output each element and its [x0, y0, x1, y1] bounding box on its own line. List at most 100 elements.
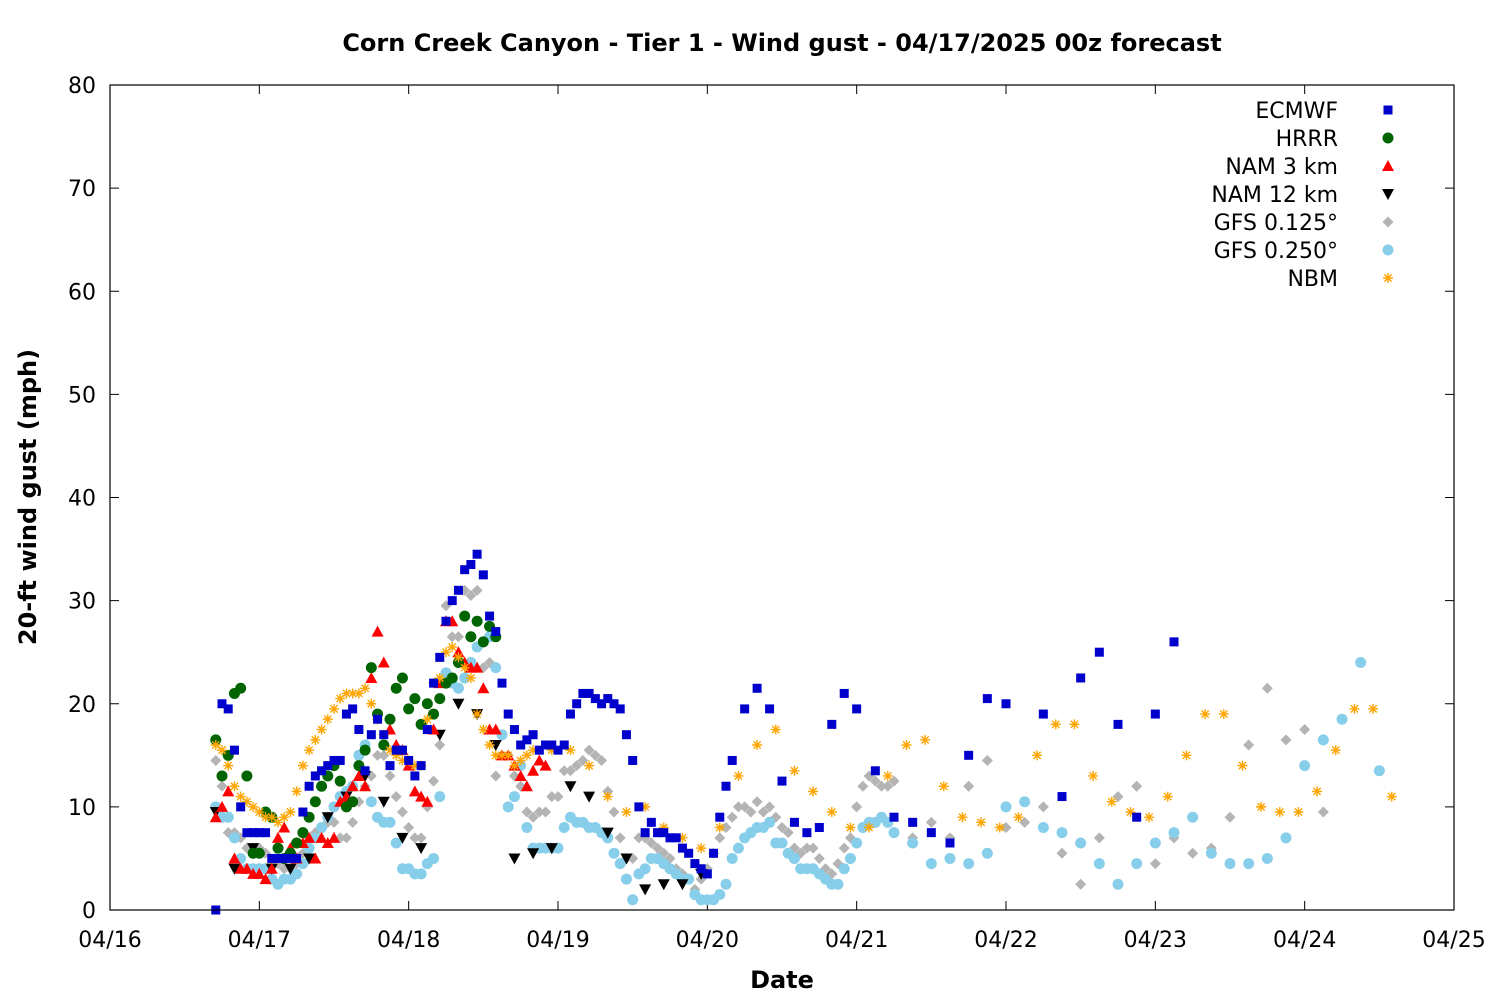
- data-point: [397, 745, 407, 755]
- data-point: [813, 852, 825, 864]
- y-tick-label: 60: [68, 280, 96, 305]
- data-point: [521, 750, 532, 761]
- data-point: [1088, 770, 1099, 781]
- data-point: [857, 780, 869, 792]
- data-point: [1224, 811, 1236, 823]
- data-point: [316, 822, 328, 833]
- data-point: [452, 698, 465, 710]
- data-point: [248, 828, 258, 838]
- legend-label: GFS 0.250°: [1214, 239, 1338, 264]
- data-point: [802, 828, 812, 838]
- data-point: [415, 832, 427, 844]
- data-point: [1168, 827, 1180, 839]
- data-point: [434, 791, 446, 803]
- data-point: [776, 837, 788, 849]
- y-tick-label: 70: [68, 177, 96, 202]
- data-point: [621, 807, 632, 818]
- data-point: [385, 761, 395, 771]
- data-point: [415, 790, 428, 802]
- legend-marker: [1383, 273, 1393, 283]
- data-point: [1057, 792, 1067, 802]
- data-point: [428, 775, 440, 787]
- data-point: [217, 699, 227, 709]
- data-point: [727, 755, 737, 765]
- data-point: [428, 852, 440, 864]
- data-point: [371, 625, 384, 637]
- data-point: [603, 694, 613, 704]
- data-point: [228, 863, 241, 875]
- data-point: [907, 837, 919, 849]
- data-point: [1132, 812, 1142, 822]
- data-point: [334, 775, 346, 787]
- data-point: [502, 801, 514, 813]
- data-point: [1330, 745, 1341, 756]
- data-point: [677, 843, 687, 853]
- legend-label: NAM 12 km: [1211, 183, 1338, 208]
- data-point: [565, 709, 575, 719]
- data-point: [597, 699, 607, 709]
- data-point: [640, 801, 651, 812]
- data-point: [577, 754, 589, 766]
- data-point: [509, 760, 520, 771]
- data-point: [789, 765, 800, 776]
- data-point: [235, 682, 247, 694]
- data-point: [1261, 682, 1273, 694]
- data-point: [1299, 760, 1311, 772]
- data-point: [360, 683, 371, 694]
- data-point: [309, 796, 321, 808]
- data-point: [490, 750, 501, 761]
- data-point: [1386, 791, 1397, 802]
- data-point: [1050, 719, 1061, 730]
- data-point: [365, 671, 378, 683]
- data-point: [521, 822, 533, 833]
- data-point: [459, 662, 470, 673]
- data-point: [864, 822, 875, 833]
- x-tick-label: 04/25: [1422, 928, 1485, 953]
- data-point: [304, 745, 315, 756]
- data-point: [465, 672, 476, 683]
- data-point: [1187, 811, 1199, 823]
- data-point: [528, 745, 539, 756]
- data-point: [385, 745, 395, 756]
- data-point: [876, 780, 888, 792]
- data-point: [516, 740, 526, 750]
- data-point: [441, 616, 451, 626]
- data-point: [259, 873, 272, 885]
- data-point: [273, 817, 283, 828]
- data-point: [241, 796, 252, 807]
- data-point: [241, 770, 253, 782]
- data-point: [552, 791, 564, 803]
- data-point: [497, 678, 507, 688]
- data-point: [297, 827, 309, 839]
- data-point: [485, 611, 495, 621]
- data-point: [714, 889, 726, 901]
- legend-marker: [1382, 160, 1394, 171]
- data-point: [938, 781, 949, 792]
- data-point: [272, 831, 284, 843]
- x-tick-label: 04/21: [825, 928, 888, 953]
- data-point: [1037, 822, 1049, 833]
- data-point: [1094, 647, 1104, 657]
- data-point: [415, 843, 428, 855]
- data-point: [614, 832, 626, 844]
- data-point: [452, 682, 464, 694]
- data-point: [284, 863, 297, 875]
- data-point: [210, 740, 221, 750]
- data-point: [808, 786, 819, 797]
- data-point: [265, 862, 278, 874]
- data-point: [279, 853, 289, 863]
- data-point: [1261, 852, 1273, 864]
- data-point: [403, 822, 415, 833]
- data-point: [366, 730, 376, 740]
- data-point: [242, 828, 252, 838]
- data-point: [578, 688, 588, 698]
- data-point: [690, 859, 700, 869]
- data-point: [608, 806, 620, 818]
- data-point: [926, 828, 936, 838]
- data-point: [379, 730, 389, 740]
- data-point: [415, 868, 427, 880]
- data-point: [328, 831, 340, 843]
- x-tick-label: 04/24: [1273, 928, 1336, 953]
- data-point: [260, 812, 271, 823]
